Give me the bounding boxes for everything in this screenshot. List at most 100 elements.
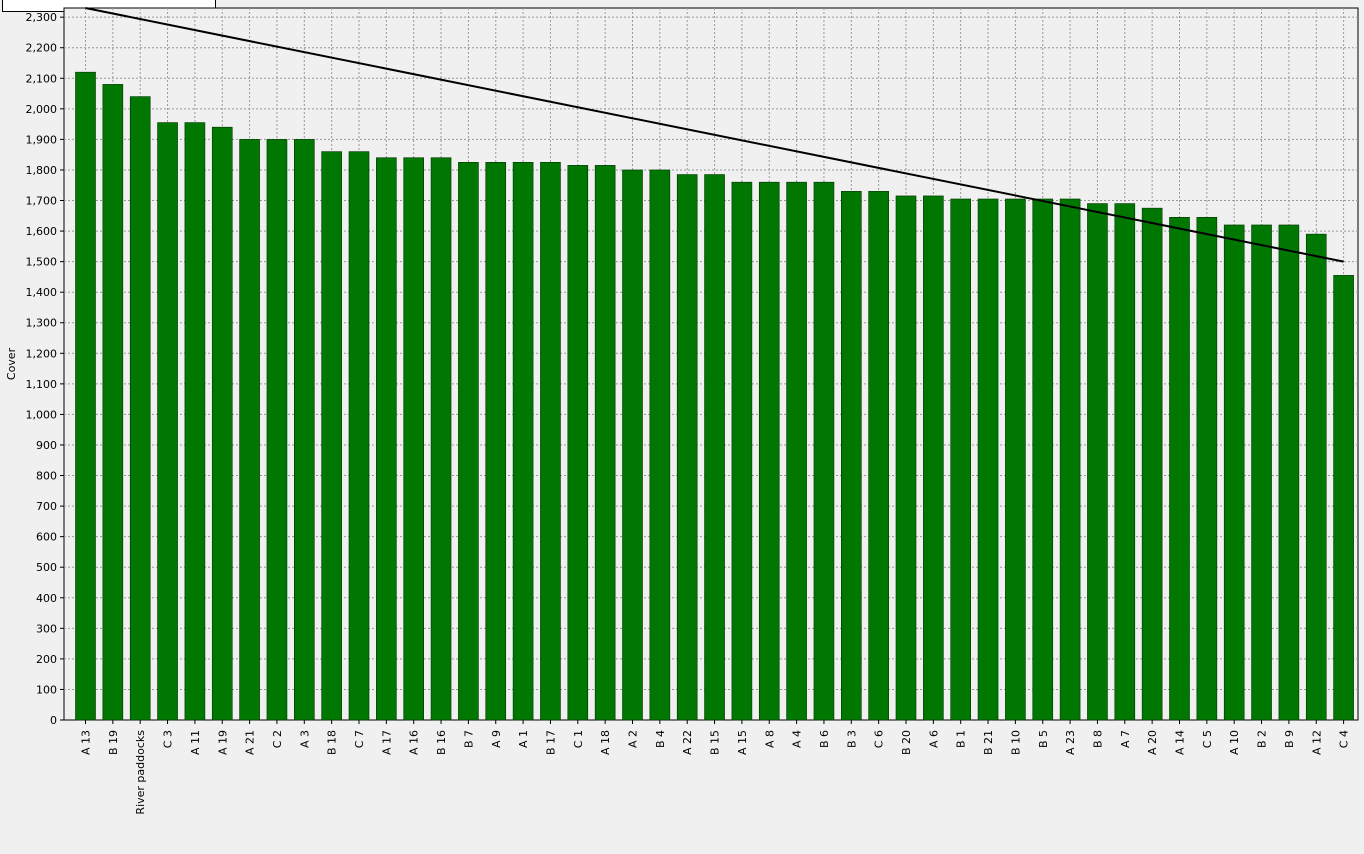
x-tick-label: B 6 bbox=[818, 730, 831, 748]
x-tick-label: B 8 bbox=[1091, 730, 1104, 748]
y-axis: 0 100 200 300 400 500 600 700 800 900 1,000 1,100 1,… bbox=[26, 11, 64, 727]
y-tick-label: 1,300 bbox=[26, 317, 58, 330]
bar bbox=[403, 157, 425, 721]
bar bbox=[348, 151, 370, 721]
x-tick-label: B 16 bbox=[435, 730, 448, 755]
y-tick-label: 1,600 bbox=[26, 225, 58, 238]
bar bbox=[1305, 233, 1327, 721]
x-tick-label: A 19 bbox=[216, 730, 229, 755]
x-tick-label: A 21 bbox=[244, 730, 257, 755]
y-tick-label: 700 bbox=[36, 500, 57, 513]
y-tick-label: 2,300 bbox=[26, 11, 58, 24]
bar bbox=[75, 71, 96, 721]
y-tick-label: 1,900 bbox=[26, 133, 58, 146]
x-tick-label: A 16 bbox=[408, 730, 421, 755]
bars bbox=[75, 71, 1354, 721]
bar bbox=[923, 195, 944, 721]
x-tick-label: A 6 bbox=[927, 730, 940, 748]
bar bbox=[430, 157, 452, 721]
bar bbox=[1278, 224, 1300, 721]
y-tick-label: 800 bbox=[36, 470, 57, 483]
y-tick-label: 1,100 bbox=[26, 378, 58, 391]
bar bbox=[1005, 198, 1026, 721]
bar bbox=[211, 126, 233, 721]
bar bbox=[786, 181, 807, 721]
bar bbox=[1141, 207, 1163, 721]
bar bbox=[1333, 275, 1354, 721]
y-tick-label: 1,200 bbox=[26, 347, 58, 360]
x-tick-label: C 7 bbox=[353, 730, 366, 748]
bar bbox=[102, 84, 124, 721]
x-tick-label: B 19 bbox=[107, 730, 120, 755]
x-tick-label: A 7 bbox=[1119, 730, 1132, 748]
x-tick-label: B 21 bbox=[982, 730, 995, 755]
x-tick-label: B 9 bbox=[1283, 730, 1296, 748]
x-tick-label: A 13 bbox=[80, 730, 93, 755]
bar bbox=[1169, 217, 1190, 721]
x-tick-label: A 11 bbox=[189, 730, 202, 755]
x-tick-label: A 20 bbox=[1146, 730, 1159, 755]
x-tick-label: A 4 bbox=[791, 730, 804, 748]
x-tick-label: A 12 bbox=[1310, 730, 1323, 755]
x-tick-label: A 2 bbox=[627, 730, 640, 748]
bar bbox=[840, 191, 862, 721]
bar bbox=[704, 174, 725, 721]
x-tick-label: C 4 bbox=[1338, 730, 1351, 748]
y-tick-label: 400 bbox=[36, 592, 57, 605]
x-tick-label: A 8 bbox=[763, 730, 776, 748]
x-tick-label: B 15 bbox=[709, 730, 722, 755]
bar bbox=[622, 169, 643, 721]
bar bbox=[676, 174, 698, 721]
bar bbox=[567, 165, 589, 721]
y-tick-label: 300 bbox=[36, 622, 57, 635]
bar bbox=[895, 195, 917, 721]
bar bbox=[485, 162, 507, 721]
bar bbox=[868, 191, 889, 721]
bar bbox=[813, 181, 835, 721]
y-tick-label: 600 bbox=[36, 531, 57, 544]
bar bbox=[458, 162, 479, 721]
target-line-layer bbox=[85, 7, 1344, 263]
bar bbox=[239, 139, 260, 721]
x-tick-label: C 5 bbox=[1201, 730, 1214, 748]
bar bbox=[266, 139, 288, 721]
bar bbox=[1196, 217, 1218, 721]
x-tick-label: C 1 bbox=[572, 730, 585, 748]
bar bbox=[293, 139, 315, 721]
y-tick-label: 0 bbox=[50, 714, 57, 727]
x-tick-label: A 3 bbox=[298, 730, 311, 748]
x-tick-label: A 23 bbox=[1064, 730, 1077, 755]
bar bbox=[649, 169, 671, 721]
x-tick-label: C 2 bbox=[271, 730, 284, 748]
x-tick-label: B 3 bbox=[845, 730, 858, 748]
x-tick-label: B 1 bbox=[955, 730, 968, 748]
y-tick-label: 1,500 bbox=[26, 256, 58, 269]
x-tick-label: C 3 bbox=[162, 730, 175, 748]
x-tick-label: A 22 bbox=[681, 730, 694, 755]
x-tick-label: B 17 bbox=[544, 730, 557, 755]
x-tick-label: B 5 bbox=[1037, 730, 1050, 748]
x-tick-label: A 9 bbox=[490, 730, 503, 748]
x-tick-label: A 1 bbox=[517, 730, 530, 748]
bar bbox=[376, 157, 397, 721]
x-tick-label: C 6 bbox=[873, 730, 886, 748]
x-tick-label: River paddocks bbox=[134, 730, 147, 815]
bar bbox=[1059, 198, 1081, 721]
x-tick-label: A 17 bbox=[380, 730, 393, 755]
x-tick-label: A 14 bbox=[1174, 730, 1187, 755]
y-tick-label: 2,000 bbox=[26, 103, 58, 116]
bar bbox=[129, 96, 151, 721]
bar bbox=[977, 198, 999, 721]
bar bbox=[321, 151, 342, 721]
x-tick-label: B 20 bbox=[900, 730, 913, 755]
y-axis-title: Cover bbox=[5, 347, 18, 380]
x-tick-label: B 7 bbox=[462, 730, 475, 748]
bar bbox=[758, 181, 780, 721]
bar bbox=[184, 122, 206, 721]
x-tick-label: B 4 bbox=[654, 730, 667, 748]
y-tick-label: 200 bbox=[36, 653, 57, 666]
y-tick-label: 1,700 bbox=[26, 195, 58, 208]
bar bbox=[594, 165, 616, 721]
bar bbox=[1087, 203, 1108, 721]
x-tick-label: B 2 bbox=[1256, 730, 1269, 748]
